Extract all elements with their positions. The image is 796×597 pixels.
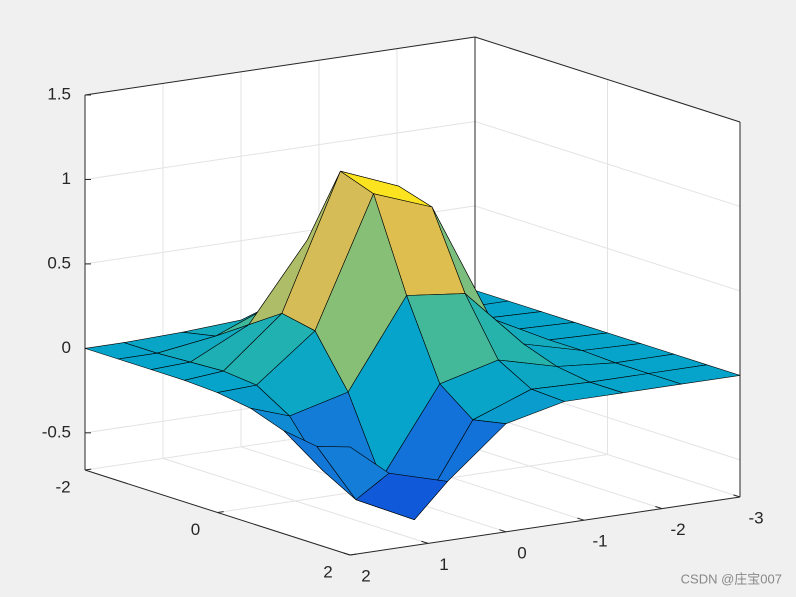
surface-patch [316,446,390,501]
grid-line [84,120,476,180]
axis-line [349,496,741,556]
watermark: CSDN @庄宝007 [681,571,782,586]
x-tick-label: 0 [517,543,526,562]
y-tick-label: -2 [55,477,70,496]
y-tick-label: 2 [323,562,332,581]
z-tick-label: 0.5 [47,253,71,272]
x-tick-label: -2 [670,520,685,539]
axis-line [474,36,741,123]
grid-line [474,120,741,207]
z-tick-label: -0.5 [42,422,71,441]
tick-mark [655,505,663,510]
tick-mark [421,540,429,544]
tick-mark [577,517,585,521]
tick-mark [349,553,357,556]
tick-mark [217,511,224,513]
z-tick-label: 1 [62,169,71,188]
y-tick-label: 0 [191,520,200,539]
x-tick-label: -1 [592,532,607,551]
x-tick-label: -3 [748,508,763,527]
tick-mark [733,494,741,498]
tick-mark [84,468,92,471]
tick-mark [343,552,351,556]
axis-line [84,36,476,96]
z-tick-label: 0 [62,338,71,357]
tick-mark [499,529,507,533]
z-tick-label: 1.5 [47,84,71,103]
x-tick-label: 1 [439,555,448,574]
x-tick-label: 2 [361,566,370,585]
grid-line [474,205,741,292]
